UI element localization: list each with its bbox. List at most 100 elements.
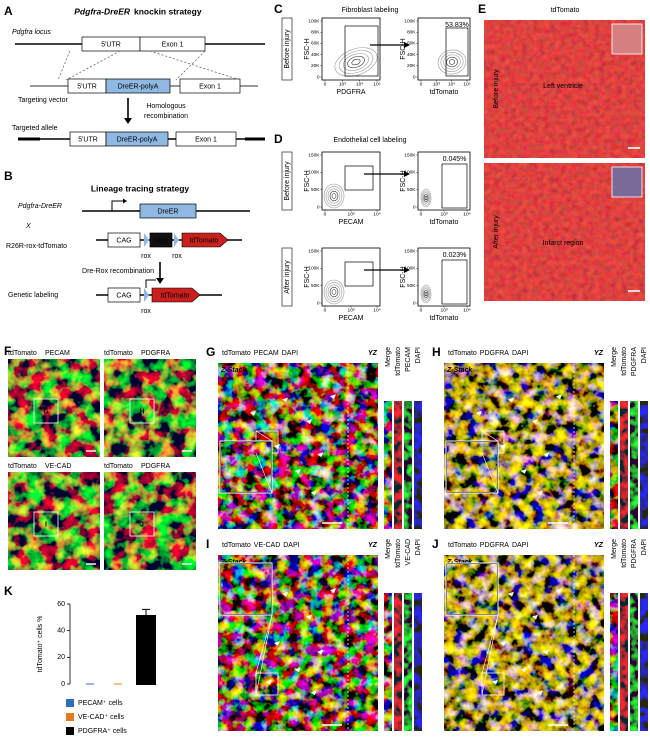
inset-link — [481, 452, 499, 494]
arrowhead-marker — [536, 490, 543, 496]
tdtomato-label: tdTomato — [190, 237, 219, 244]
inset — [611, 166, 643, 198]
arrowhead-marker — [536, 690, 543, 696]
marker-label: PDGFRA — [141, 463, 171, 470]
promoter-arrow — [145, 279, 156, 288]
marker-label: tdTomato — [104, 463, 133, 470]
yz-strip-texture — [630, 593, 638, 731]
exon-box-label: Exon 1 — [199, 83, 221, 90]
gate — [445, 27, 469, 77]
panel-letter: A — [4, 4, 13, 18]
recombination-label: Homologous — [146, 103, 186, 110]
strip-label: tdTomato — [621, 539, 628, 568]
rox-site — [144, 233, 149, 247]
arrowhead-marker — [274, 641, 280, 646]
y-tick-label: 20K — [311, 63, 320, 69]
contour — [443, 54, 461, 70]
arrowhead-marker — [294, 667, 301, 673]
x-axis-label: PECAM — [339, 219, 364, 226]
legend-label: PDGFRA⁺ cells — [78, 728, 127, 735]
gate — [441, 163, 468, 209]
exon-box-label: Exon 1 — [162, 41, 184, 48]
y-tick-label: 0 — [413, 204, 416, 210]
strip-label: DAPI — [641, 539, 648, 555]
x-tick-label: 0 — [420, 81, 423, 87]
plot-frame — [417, 151, 471, 211]
promoter-arrow — [111, 200, 124, 211]
contour — [325, 282, 343, 302]
panel-letter: I — [206, 537, 209, 551]
legend-swatch — [66, 713, 74, 721]
arrowhead-marker — [282, 397, 288, 403]
arrowhead-marker — [282, 591, 288, 597]
y-tick-label: 100K — [404, 170, 416, 176]
contour — [343, 53, 369, 71]
gate-percent: 0.045% — [443, 156, 467, 163]
inset-link — [255, 614, 273, 674]
exon-box — [139, 36, 206, 52]
inset-link — [255, 430, 273, 442]
allele-label: Targeted allele — [12, 125, 58, 132]
dreer-box-label: DreER-polyA — [118, 83, 159, 90]
strip-label: tdTomato — [395, 347, 402, 376]
zstack-label: Z-Stack — [220, 367, 247, 374]
legend-swatch — [66, 699, 74, 707]
contour — [325, 186, 343, 206]
arrowhead-marker — [330, 588, 336, 594]
marker-label: DAPI — [283, 542, 299, 549]
y-tick-label: 40K — [407, 52, 416, 58]
legend-label: PECAM⁺ cells — [78, 700, 123, 707]
panel-letter: G — [206, 345, 215, 359]
stop-box-label: Stop — [154, 237, 169, 244]
zoom-box — [255, 672, 279, 696]
contour — [424, 291, 428, 297]
y-tick-label: 150K — [308, 152, 320, 158]
y-axis-label: FSC-H — [304, 170, 311, 191]
marker-label: tdTomato — [8, 463, 37, 470]
y-axis-label: FSC-H — [400, 170, 407, 191]
zoom-box-label: J — [140, 521, 144, 528]
strip-label: Merge — [611, 347, 618, 367]
zoom-box — [33, 511, 59, 537]
arrowhead-marker — [306, 614, 312, 620]
arrowhead-marker — [310, 490, 317, 496]
arrowhead-marker — [508, 591, 514, 597]
utr-box-label: 5'UTR — [77, 83, 97, 90]
inset — [611, 23, 643, 55]
cross-label: X — [25, 223, 31, 230]
contour — [329, 286, 339, 298]
gate — [344, 261, 374, 287]
arrowhead-marker — [250, 410, 256, 416]
yz-strip-texture — [610, 593, 618, 731]
marker-label: tdTomato — [222, 350, 251, 357]
contour — [437, 49, 467, 75]
x-tick-label: 10⁴ — [373, 307, 380, 313]
strip-label: Merge — [611, 539, 618, 559]
arrowhead-marker — [543, 649, 550, 655]
inset-link — [481, 430, 499, 442]
panel-letter: B — [4, 169, 13, 183]
marker-label: PECAM — [254, 350, 279, 357]
y-tick-label: 50K — [407, 187, 416, 193]
y-tick-label: 100K — [404, 18, 416, 24]
x-axis-label: PDGFRA — [336, 89, 366, 96]
inset-link — [481, 614, 499, 696]
panel-letter: J — [432, 537, 439, 551]
genetic-label: Genetic labeling — [8, 292, 58, 299]
rox-label: rox — [172, 253, 182, 260]
yz-strip-texture — [610, 401, 618, 529]
dreer-box-label: DreER — [157, 208, 178, 215]
marker-label: PDGFRA — [480, 542, 510, 549]
cag-box-label: CAG — [116, 292, 131, 299]
y-tick-label: 100K — [308, 170, 320, 176]
contour — [327, 284, 341, 300]
contour — [421, 190, 431, 206]
contour — [448, 59, 456, 65]
x-tick-label: 10⁴ — [463, 307, 470, 313]
inset-texture — [447, 442, 497, 492]
strip-label: PDGFRA — [631, 539, 638, 569]
legend-swatch — [66, 727, 74, 735]
row-label-box — [281, 151, 293, 211]
